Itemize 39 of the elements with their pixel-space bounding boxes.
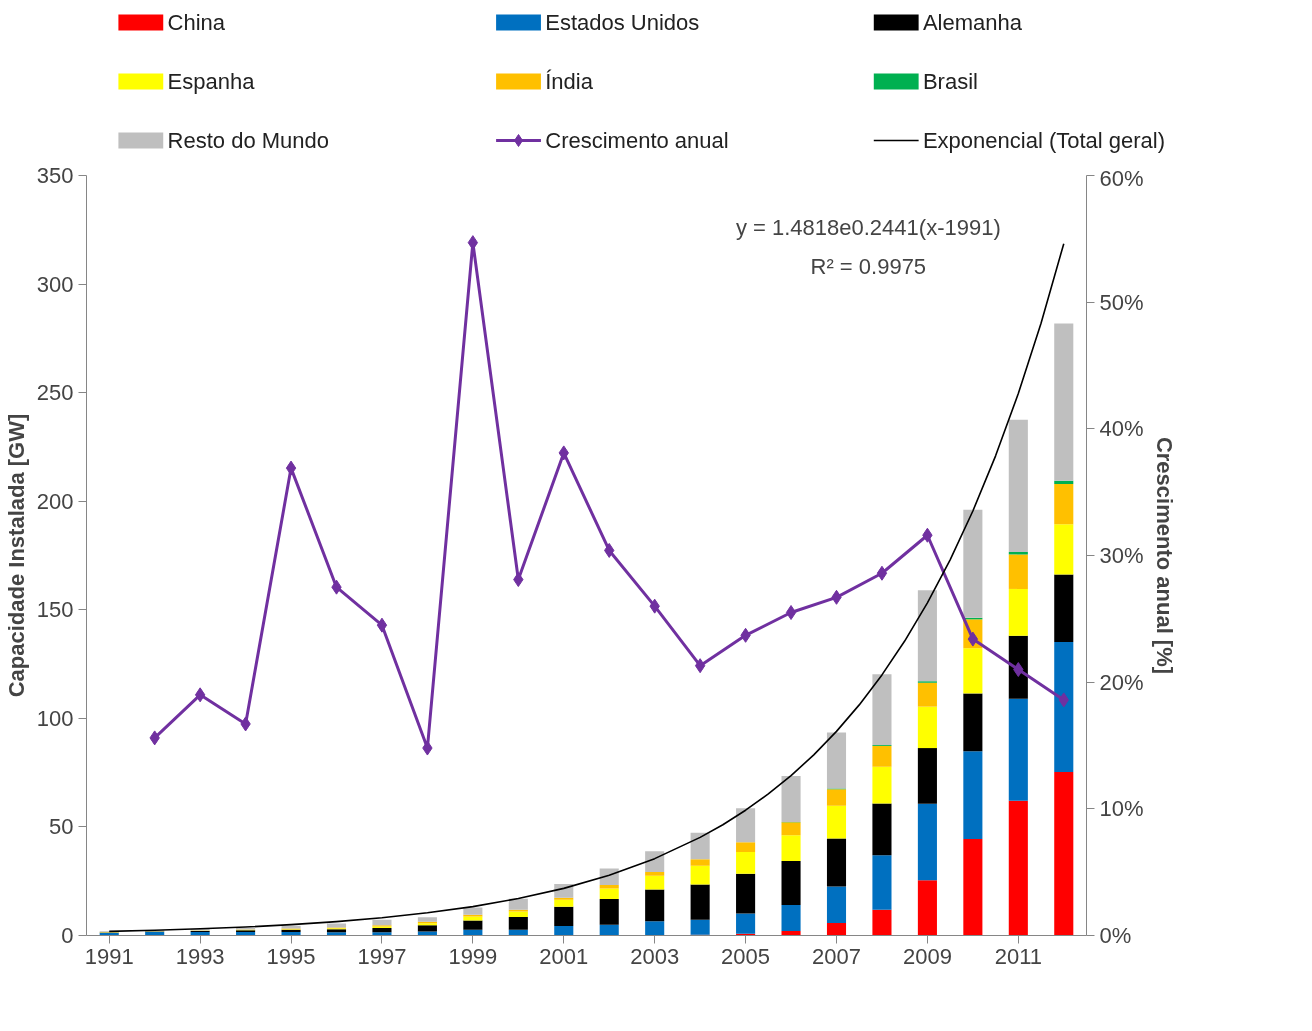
y-tick-label: 300 [36,271,74,297]
annotation: y = 1.4818e0.2441(x-1991) [735,215,1001,241]
legend-label: Brasil [922,69,978,94]
x-tick-label: 1995 [266,943,316,969]
x-tick-label: 1993 [175,943,225,969]
x-tick-label: 1991 [84,943,134,969]
y-tick-label: 250 [36,380,74,406]
legend-label: Estados Unidos [545,10,700,35]
legend-label: Índia [545,69,594,94]
x-tick-label: 2001 [539,943,589,969]
y-tick-label: 50 [49,814,74,840]
x-tick-label: 2011 [994,943,1042,969]
legend-label: Alemanha [922,10,1023,35]
legend-label: Crescimento anual [545,128,729,153]
y2-axis-title: Crescimento anual [%] [1151,436,1177,675]
y2-tick-label: 10% [1099,796,1144,822]
y2-tick-label: 20% [1099,669,1144,695]
y-tick-label: 100 [36,705,74,731]
legend-label: Espanha [167,69,256,94]
y-tick-label: 200 [36,488,74,514]
x-tick-label: 2005 [721,943,771,969]
x-tick-label: 2007 [812,943,861,969]
x-tick-label: 2003 [630,943,680,969]
x-tick-label: 1997 [357,943,407,969]
legend-label: Resto do Mundo [167,128,329,153]
y-tick-label: 150 [36,597,74,623]
legend-label: Exponencial (Total geral) [922,128,1166,153]
y2-tick-label: 50% [1099,289,1144,315]
x-tick-label: 1999 [448,943,498,969]
legend-label: China [167,10,226,35]
annotation: R² = 0.9975 [810,254,927,280]
x-tick-label: 2009 [902,943,952,969]
y2-tick-label: 40% [1099,416,1144,442]
y2-tick-label: 30% [1099,543,1144,568]
y-tick-label: 350 [36,163,74,188]
y2-tick-label: 0% [1099,923,1132,948]
y-axis-title: Capacidade Instalada [GW] [3,413,29,698]
y-tick-label: 0 [61,923,74,948]
y2-tick-label: 60% [1099,165,1144,191]
